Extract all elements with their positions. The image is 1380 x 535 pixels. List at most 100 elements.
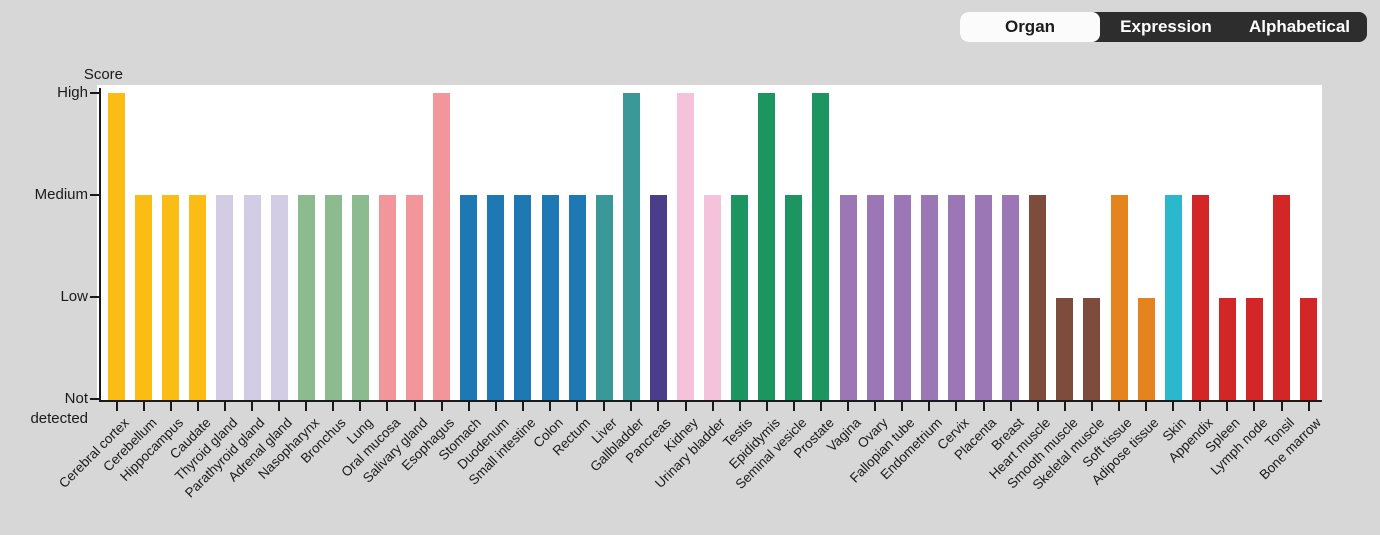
y-axis-line bbox=[99, 88, 101, 402]
bar-slot bbox=[591, 85, 618, 400]
x-slot: Nasopharynx bbox=[255, 402, 322, 535]
bar-caudate[interactable] bbox=[189, 195, 207, 400]
x-slot: Tonsil bbox=[1262, 402, 1297, 535]
y-tick-mark bbox=[90, 296, 99, 298]
bar-stomach[interactable] bbox=[460, 195, 478, 400]
x-tick-mark bbox=[1090, 402, 1093, 411]
bar-vagina[interactable] bbox=[839, 195, 857, 400]
bar-testis[interactable] bbox=[731, 195, 749, 400]
bar-bronchus[interactable] bbox=[324, 195, 342, 400]
x-tick-mark bbox=[847, 402, 850, 411]
x-slot: Bronchus bbox=[298, 402, 349, 535]
bar-urinary-bladder[interactable] bbox=[704, 195, 722, 400]
bar-skeletal-muscle[interactable] bbox=[1083, 298, 1101, 400]
bar-esophagus[interactable] bbox=[433, 93, 451, 400]
bar-seminal-vesicle[interactable] bbox=[785, 195, 803, 400]
bar-parathyroid-gland[interactable] bbox=[243, 195, 261, 400]
x-tick-mark bbox=[711, 402, 714, 411]
x-tick-mark bbox=[223, 402, 226, 411]
x-tick-mark bbox=[413, 402, 416, 411]
bar-hippocampus[interactable] bbox=[162, 195, 180, 400]
bar-appendix[interactable] bbox=[1191, 195, 1209, 400]
x-slot: Breast bbox=[988, 402, 1026, 535]
bar-cerebral-cortex[interactable] bbox=[108, 93, 126, 400]
x-tick-mark bbox=[169, 402, 172, 411]
bar-slot bbox=[374, 85, 401, 400]
bar-cervix[interactable] bbox=[947, 195, 965, 400]
sort-view-toggle: Organ Expression Alphabetical bbox=[960, 12, 1367, 42]
x-tick-mark bbox=[928, 402, 931, 411]
x-slot: Skin bbox=[1160, 402, 1189, 535]
tab-organ[interactable]: Organ bbox=[960, 12, 1100, 42]
x-slot: Soft tissue bbox=[1079, 402, 1135, 535]
bar-heart-muscle[interactable] bbox=[1029, 195, 1047, 400]
bar-small-intestine[interactable] bbox=[514, 195, 532, 400]
bar-ovary[interactable] bbox=[866, 195, 884, 400]
bar-adipose-tissue[interactable] bbox=[1137, 298, 1155, 400]
bar-spleen[interactable] bbox=[1218, 298, 1236, 400]
bar-slot bbox=[1295, 85, 1322, 400]
tab-expression[interactable]: Expression bbox=[1100, 12, 1232, 42]
x-slot: Esophagus bbox=[399, 402, 457, 535]
bar-tonsil[interactable] bbox=[1273, 195, 1291, 400]
bar-breast[interactable] bbox=[1002, 195, 1020, 400]
bar-lymph-node[interactable] bbox=[1245, 298, 1263, 400]
x-tick-mark bbox=[603, 402, 606, 411]
bar-slot bbox=[293, 85, 320, 400]
bar-pancreas[interactable] bbox=[649, 195, 667, 400]
bar-thyroid-gland[interactable] bbox=[216, 195, 234, 400]
x-tick-mark bbox=[819, 402, 822, 411]
x-slot: Kidney bbox=[661, 402, 701, 535]
x-tick-mark bbox=[901, 402, 904, 411]
bar-nasopharynx[interactable] bbox=[297, 195, 315, 400]
bar-fallopian-tube[interactable] bbox=[893, 195, 911, 400]
x-tick-mark bbox=[549, 402, 552, 411]
x-slot: Epididymis bbox=[726, 402, 782, 535]
bar-slot bbox=[1051, 85, 1078, 400]
bar-salivary-gland[interactable] bbox=[406, 195, 424, 400]
y-tick-mark bbox=[90, 398, 99, 400]
bar-kidney[interactable] bbox=[677, 93, 695, 400]
x-tick-mark bbox=[1063, 402, 1066, 411]
x-tick-mark bbox=[1253, 402, 1256, 411]
bar-soft-tissue[interactable] bbox=[1110, 195, 1128, 400]
y-tick-mark bbox=[90, 194, 99, 196]
x-slot: Hippocampus bbox=[117, 402, 186, 535]
x-slot: Heart muscle bbox=[986, 402, 1053, 535]
bar-slot bbox=[130, 85, 157, 400]
x-slot: Stomach bbox=[436, 402, 484, 535]
bar-slot bbox=[1268, 85, 1295, 400]
bar-gallbladder[interactable] bbox=[622, 93, 640, 400]
bar-oral-mucosa[interactable] bbox=[378, 195, 396, 400]
bar-slot bbox=[347, 85, 374, 400]
bar-adrenal-gland[interactable] bbox=[270, 195, 288, 400]
bar-slot bbox=[482, 85, 509, 400]
bar-cerebellum[interactable] bbox=[135, 195, 153, 400]
x-slot: Oral mucosa bbox=[338, 402, 403, 535]
bar-rectum[interactable] bbox=[568, 195, 586, 400]
x-slot: Adrenal gland bbox=[225, 402, 295, 535]
bar-duodenum[interactable] bbox=[487, 195, 505, 400]
x-slot: Skeletal muscle bbox=[1030, 402, 1108, 535]
x-tick-mark bbox=[1172, 402, 1175, 411]
bar-lung[interactable] bbox=[351, 195, 369, 400]
x-tick-mark bbox=[1307, 402, 1310, 411]
bar-placenta[interactable] bbox=[975, 195, 993, 400]
bar-smooth-muscle[interactable] bbox=[1056, 298, 1074, 400]
bar-epididymis[interactable] bbox=[758, 93, 776, 400]
bar-endometrium[interactable] bbox=[920, 195, 938, 400]
x-tick-mark bbox=[1036, 402, 1039, 411]
y-axis-title: Score bbox=[83, 66, 123, 83]
x-tick-mark bbox=[657, 402, 660, 411]
bar-colon[interactable] bbox=[541, 195, 559, 400]
bar-bone-marrow[interactable] bbox=[1300, 298, 1318, 400]
tab-alphabetical[interactable]: Alphabetical bbox=[1232, 12, 1367, 42]
x-slot: Testis bbox=[720, 402, 755, 535]
bar-prostate[interactable] bbox=[812, 93, 830, 400]
x-tick-mark bbox=[874, 402, 877, 411]
x-slot: Urinary bladder bbox=[652, 402, 728, 535]
bar-skin[interactable] bbox=[1164, 195, 1182, 400]
bar-liver[interactable] bbox=[595, 195, 613, 400]
x-slot: Placenta bbox=[951, 402, 999, 535]
